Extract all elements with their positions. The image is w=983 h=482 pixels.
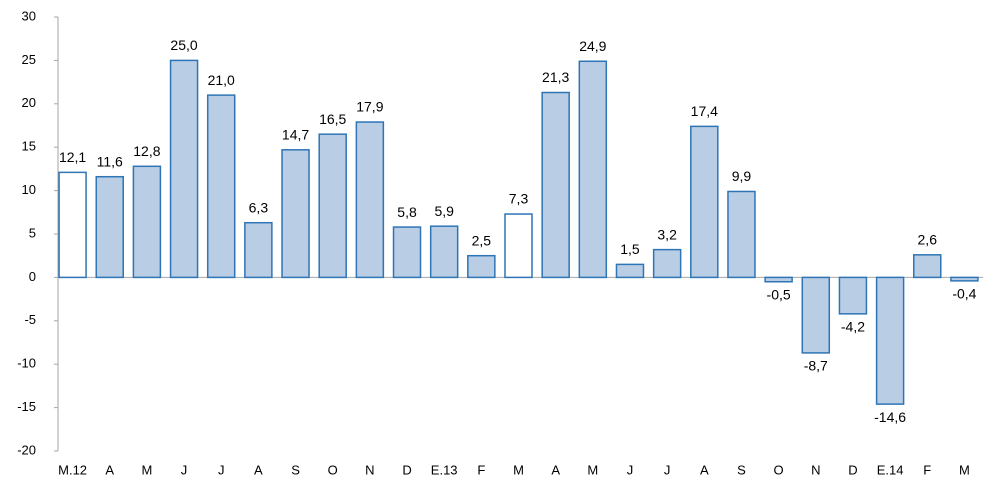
bar	[392, 226, 422, 279]
bar	[504, 213, 533, 279]
bar	[429, 225, 459, 279]
x-tick-label: E.13	[431, 462, 458, 477]
bar	[913, 254, 942, 279]
y-tick-label: -10	[17, 356, 36, 371]
bar	[467, 254, 496, 279]
y-tick-label: 25	[22, 52, 36, 67]
x-tick-label: M	[513, 462, 524, 477]
x-tick-label: M	[587, 462, 598, 477]
y-tick-label: 10	[22, 182, 36, 197]
x-tick-label: M	[141, 462, 152, 477]
x-tick-label: J	[627, 462, 634, 477]
y-tick-label: 30	[22, 8, 36, 23]
x-tick-label: J	[181, 462, 188, 477]
x-tick-label: D	[848, 462, 857, 477]
value-label: -0,4	[952, 286, 976, 302]
bar	[578, 60, 608, 279]
value-label: -8,7	[804, 358, 828, 374]
y-tick-label: -20	[17, 442, 36, 457]
value-label: 17,9	[356, 99, 383, 115]
value-label: 24,9	[579, 38, 606, 54]
x-tick-label: A	[551, 462, 560, 477]
bar	[244, 221, 273, 279]
bar	[281, 149, 310, 279]
value-label: -0,5	[767, 286, 791, 302]
value-label: 3,2	[657, 226, 677, 242]
value-label: 21,3	[542, 69, 569, 85]
bar	[318, 133, 347, 279]
value-label: 17,4	[691, 103, 718, 119]
x-tick-label: S	[291, 462, 300, 477]
value-label: 25,0	[170, 37, 197, 53]
value-label: 12,1	[59, 149, 86, 165]
x-tick-label: M	[959, 462, 970, 477]
bar	[690, 125, 719, 279]
value-label: 1,5	[620, 241, 640, 257]
value-label: -4,2	[841, 319, 865, 335]
bar	[764, 276, 793, 283]
x-tick-label: F	[477, 462, 485, 477]
bar	[206, 94, 236, 279]
y-tick-label: 15	[22, 139, 36, 154]
bar	[615, 263, 645, 279]
y-tick-label: 20	[22, 95, 36, 110]
value-label: 2,5	[472, 232, 492, 248]
bar	[132, 165, 162, 279]
x-tick-label: N	[811, 462, 820, 477]
x-tick-label: D	[402, 462, 411, 477]
y-tick-label: -15	[17, 399, 36, 414]
bar	[652, 248, 682, 279]
value-label: 7,3	[509, 191, 529, 207]
value-label: 2,6	[918, 232, 938, 248]
bar	[838, 276, 868, 315]
value-label: 16,5	[319, 111, 346, 127]
value-label: -14,6	[874, 409, 906, 425]
y-tick-label: -5	[24, 312, 36, 327]
bar	[950, 276, 979, 282]
value-label: 12,8	[133, 143, 160, 159]
x-tick-label: N	[365, 462, 374, 477]
x-tick-label: O	[328, 462, 338, 477]
x-tick-label: E.14	[877, 462, 904, 477]
value-label: 6,3	[249, 199, 269, 215]
x-tick-label: J	[218, 462, 225, 477]
x-tick-label: M.12	[58, 462, 87, 477]
bar	[355, 121, 385, 279]
value-label: 5,8	[397, 204, 417, 220]
value-label: 9,9	[732, 168, 752, 184]
bar	[801, 276, 831, 354]
bar	[541, 91, 570, 279]
x-tick-label: S	[737, 462, 746, 477]
x-tick-label: J	[664, 462, 671, 477]
bar	[875, 276, 905, 405]
bar	[727, 190, 756, 279]
x-tick-label: A	[254, 462, 263, 477]
bar	[95, 175, 124, 279]
x-tick-label: O	[774, 462, 784, 477]
value-label: 11,6	[97, 153, 123, 169]
bar	[169, 59, 199, 279]
value-label: 14,7	[282, 127, 309, 143]
value-label: 21,0	[208, 72, 235, 88]
x-tick-label: A	[700, 462, 709, 477]
bar	[58, 171, 87, 279]
x-tick-label: F	[923, 462, 931, 477]
y-tick-label: 0	[29, 269, 36, 284]
x-tick-label: A	[105, 462, 114, 477]
y-tick-label: 5	[29, 225, 36, 240]
value-label: 5,9	[434, 203, 454, 219]
